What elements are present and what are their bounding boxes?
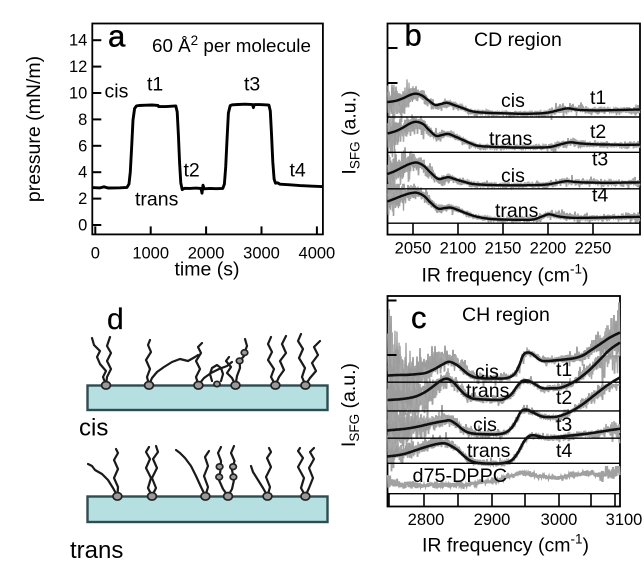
svg-text:trans: trans — [466, 380, 510, 402]
svg-text:t1: t1 — [590, 87, 606, 109]
svg-text:cis: cis — [501, 90, 525, 112]
svg-text:2: 2 — [78, 190, 87, 208]
svg-text:trans: trans — [467, 440, 511, 462]
svg-text:3000: 3000 — [541, 511, 578, 529]
svg-text:2250: 2250 — [575, 240, 612, 258]
svg-text:CH region: CH region — [462, 304, 550, 326]
svg-text:0: 0 — [91, 245, 100, 263]
svg-text:cis: cis — [475, 361, 499, 383]
svg-text:t4: t4 — [556, 440, 572, 462]
svg-text:3100: 3100 — [606, 511, 643, 529]
svg-text:t1: t1 — [147, 74, 163, 96]
svg-text:c: c — [411, 300, 427, 335]
svg-text:d: d — [107, 303, 124, 336]
svg-text:60 Å2 per molecule: 60 Å2 per molecule — [152, 33, 311, 56]
svg-text:14: 14 — [69, 32, 87, 50]
svg-text:t2: t2 — [184, 160, 200, 182]
svg-text:t2: t2 — [556, 387, 572, 409]
svg-text:4000: 4000 — [299, 245, 336, 263]
svg-text:CD region: CD region — [474, 29, 562, 51]
svg-text:a: a — [108, 19, 126, 54]
svg-text:IR frequency (cm-1): IR frequency (cm-1) — [422, 262, 589, 287]
svg-text:cis: cis — [473, 414, 497, 436]
svg-text:t2: t2 — [590, 121, 606, 143]
svg-text:t3: t3 — [592, 149, 608, 171]
svg-text:trans: trans — [489, 128, 533, 150]
svg-text:trans: trans — [135, 189, 179, 211]
svg-text:10: 10 — [69, 85, 87, 103]
svg-text:2100: 2100 — [440, 240, 477, 258]
svg-text:t4: t4 — [592, 185, 608, 207]
svg-text:pressure (mN/m): pressure (mN/m) — [23, 56, 45, 202]
svg-text:t3: t3 — [556, 414, 572, 436]
svg-text:t3: t3 — [244, 74, 260, 96]
svg-text:b: b — [405, 18, 422, 53]
svg-text:time (s): time (s) — [175, 259, 240, 281]
svg-text:2150: 2150 — [485, 240, 522, 258]
svg-text:trans: trans — [70, 537, 123, 564]
svg-text:trans: trans — [495, 200, 539, 222]
svg-text:2800: 2800 — [408, 511, 445, 529]
svg-text:3000: 3000 — [243, 245, 280, 263]
svg-text:t1: t1 — [556, 359, 572, 381]
svg-text:2900: 2900 — [474, 511, 511, 529]
svg-text:2050: 2050 — [395, 240, 432, 258]
svg-text:1000: 1000 — [132, 245, 169, 263]
svg-text:d75-DPPC: d75-DPPC — [413, 465, 508, 487]
svg-text:0: 0 — [78, 217, 87, 235]
svg-text:2000: 2000 — [188, 245, 225, 263]
svg-text:12: 12 — [69, 58, 87, 76]
svg-text:cis: cis — [501, 165, 525, 187]
svg-text:4: 4 — [78, 164, 87, 182]
svg-text:IR frequency (cm-1): IR frequency (cm-1) — [422, 532, 589, 557]
svg-text:6: 6 — [78, 137, 87, 155]
svg-text:cis: cis — [79, 415, 108, 442]
svg-text:8: 8 — [78, 111, 87, 129]
svg-text:cis: cis — [105, 81, 129, 103]
svg-text:t4: t4 — [290, 160, 306, 182]
svg-text:2200: 2200 — [530, 240, 567, 258]
